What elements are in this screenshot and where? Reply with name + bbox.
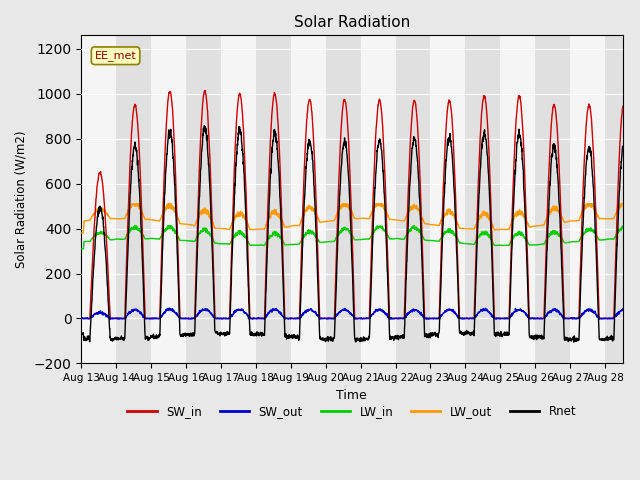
SW_in	[133, 113, 141, 119]
LW_out	[628, 212, 636, 217]
SW_out	[133, 307, 141, 313]
SW_out	[106, 317, 114, 323]
SW_out	[254, 315, 262, 321]
LW_out	[133, 202, 141, 208]
Line: LW_out: LW_out	[81, 204, 640, 233]
Rnet	[133, 153, 141, 158]
SW_in	[77, 315, 85, 321]
LW_out	[394, 217, 402, 223]
LW_in	[77, 246, 85, 252]
SW_in	[636, 315, 640, 321]
Bar	[396, 36, 431, 363]
Bar	[116, 36, 151, 363]
LW_in	[628, 232, 636, 238]
LW_out	[129, 201, 136, 207]
SW_out	[636, 316, 640, 322]
SW_in	[529, 315, 537, 321]
SW_in	[561, 315, 568, 321]
Line: LW_in: LW_in	[81, 226, 640, 249]
Line: Rnet: Rnet	[81, 126, 640, 342]
Bar	[186, 36, 221, 363]
LW_out	[254, 226, 262, 232]
SW_in	[628, 249, 636, 254]
Rnet	[254, 332, 262, 337]
LW_in	[636, 246, 640, 252]
SW_in	[201, 88, 209, 94]
Rnet	[570, 339, 578, 345]
LW_in	[394, 236, 402, 241]
LW_out	[636, 230, 640, 236]
Bar	[326, 36, 360, 363]
Y-axis label: Solar Radiation (W/m2): Solar Radiation (W/m2)	[15, 131, 28, 268]
Rnet	[628, 281, 636, 287]
SW_in	[254, 315, 262, 321]
Rnet	[561, 336, 568, 342]
Rnet	[394, 333, 402, 339]
LW_in	[561, 240, 568, 245]
LW_out	[77, 230, 85, 236]
LW_in	[529, 242, 537, 248]
SW_out	[166, 305, 173, 311]
Bar	[605, 36, 640, 363]
SW_out	[561, 315, 568, 321]
Bar	[465, 36, 500, 363]
SW_out	[529, 315, 537, 321]
Rnet	[636, 334, 640, 339]
LW_in	[133, 226, 141, 231]
SW_in	[394, 315, 402, 321]
LW_out	[529, 224, 537, 229]
LW_out	[561, 219, 568, 225]
Rnet	[200, 123, 208, 129]
Rnet	[77, 331, 85, 336]
Line: SW_out: SW_out	[81, 308, 640, 320]
Rnet	[529, 336, 537, 342]
SW_out	[77, 316, 85, 322]
Bar	[256, 36, 291, 363]
SW_out	[628, 313, 636, 319]
Title: Solar Radiation: Solar Radiation	[294, 15, 410, 30]
Line: SW_in: SW_in	[81, 91, 640, 318]
Legend: SW_in, SW_out, LW_in, LW_out, Rnet: SW_in, SW_out, LW_in, LW_out, Rnet	[122, 401, 581, 423]
Bar	[535, 36, 570, 363]
X-axis label: Time: Time	[337, 389, 367, 402]
Text: EE_met: EE_met	[95, 50, 136, 61]
SW_out	[395, 316, 403, 322]
LW_in	[254, 242, 262, 248]
LW_in	[131, 223, 139, 228]
